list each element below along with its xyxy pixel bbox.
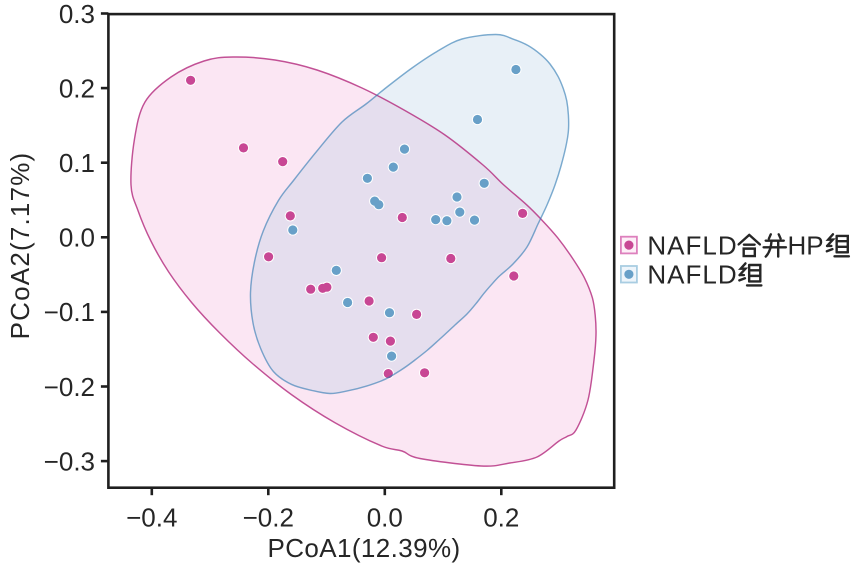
svg-text:PCoA2(7.17%): PCoA2(7.17%) <box>5 152 35 340</box>
svg-text:0.2: 0.2 <box>59 73 95 103</box>
svg-text:−0.3: −0.3 <box>44 446 95 476</box>
svg-text:0.1: 0.1 <box>59 148 95 178</box>
svg-text:0.0: 0.0 <box>367 503 403 533</box>
svg-text:−0.4: −0.4 <box>126 503 177 533</box>
svg-text:PCoA1(12.39%): PCoA1(12.39%) <box>267 533 460 563</box>
svg-text:0.2: 0.2 <box>483 503 519 533</box>
svg-text:0.0: 0.0 <box>59 223 95 253</box>
svg-text:HP: HP <box>788 230 824 260</box>
svg-text:NAFLD: NAFLD <box>647 260 737 290</box>
svg-text:−0.2: −0.2 <box>44 372 95 402</box>
svg-text:−0.1: −0.1 <box>44 297 95 327</box>
svg-text:0.3: 0.3 <box>59 0 95 29</box>
svg-text:NAFLD: NAFLD <box>647 230 737 260</box>
svg-text:−0.2: −0.2 <box>243 503 294 533</box>
